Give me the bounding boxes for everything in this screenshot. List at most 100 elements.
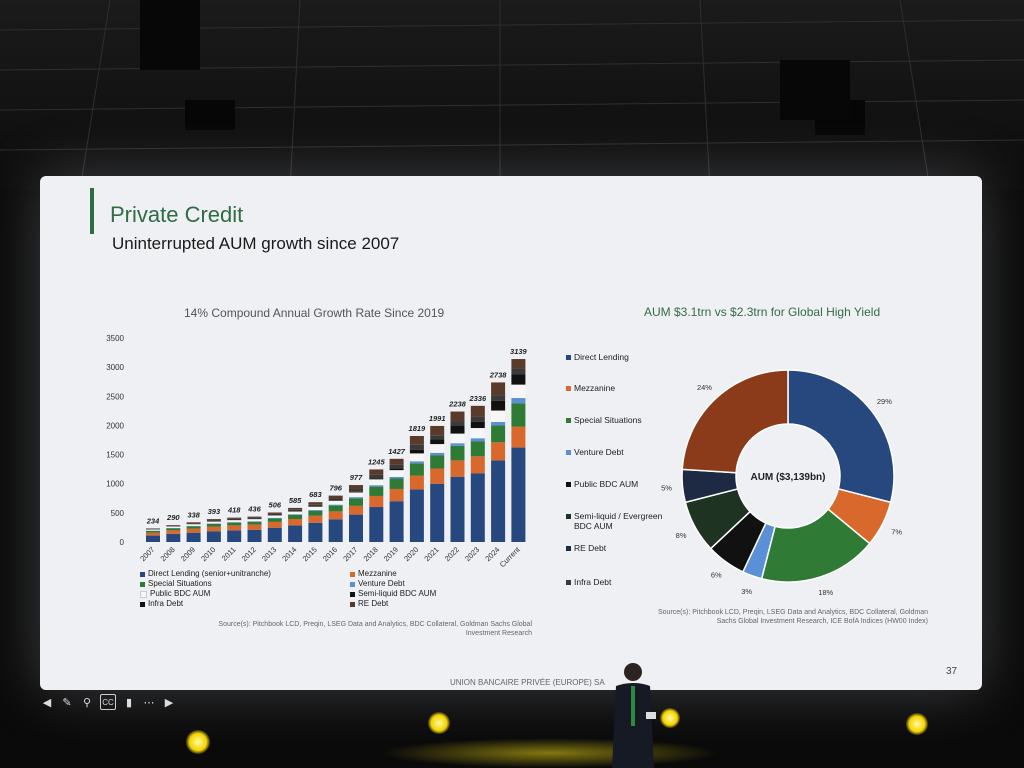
bar-segment	[328, 500, 343, 505]
bar-segment	[308, 515, 323, 523]
bar-segment	[470, 421, 485, 429]
y-tick-label: 2500	[106, 392, 124, 401]
bar-segment	[470, 405, 485, 417]
bar-segment	[227, 525, 242, 531]
bar-segment	[470, 441, 485, 457]
bar-segment	[349, 498, 363, 506]
bar-segment	[288, 514, 303, 519]
bar-segment	[186, 524, 201, 526]
bar-segment	[491, 382, 506, 396]
bar-chart-legend: Direct Lending (senior+unitranche) Mezza…	[140, 569, 560, 609]
bar-segment	[470, 428, 485, 439]
bar-segment	[430, 468, 445, 484]
bar-segment	[450, 421, 465, 427]
total-data-label: 1245	[368, 457, 386, 466]
slice-percent-label: 7%	[891, 527, 902, 536]
bar-segment	[389, 458, 404, 465]
total-data-label: 585	[289, 496, 302, 505]
bar-segment	[450, 443, 465, 446]
bar-segment	[389, 464, 404, 469]
bar-segment	[166, 533, 181, 542]
x-tick-label: 2013	[260, 545, 278, 563]
bar-segment	[409, 435, 424, 445]
donut-slice	[787, 369, 895, 504]
bar-segment	[511, 359, 526, 369]
stage-light	[906, 713, 928, 735]
bar-segment	[430, 435, 445, 440]
x-tick-label: 2023	[463, 545, 481, 563]
back-icon[interactable]: ◀	[42, 696, 52, 709]
x-tick-label: 2022	[443, 545, 461, 563]
bar-segment	[369, 479, 384, 486]
bar-segment	[430, 455, 445, 469]
bar-segment	[166, 530, 181, 534]
bar-segment	[450, 445, 465, 461]
bar-segment	[491, 400, 506, 411]
bar-segment	[409, 461, 424, 464]
slice-percent-label: 8%	[676, 531, 687, 540]
bar-segment	[369, 478, 384, 480]
slice-percent-label: 3%	[741, 587, 752, 596]
x-tick-label: 2012	[240, 545, 258, 563]
bar-segment	[328, 519, 343, 542]
bar-segment	[227, 517, 242, 519]
pen-icon[interactable]: ✎	[62, 696, 72, 709]
bar-segment	[288, 507, 303, 510]
bar-segment	[166, 525, 181, 527]
bar-segment	[389, 470, 404, 477]
forward-icon[interactable]: ▶	[164, 696, 174, 709]
donut-slice	[681, 369, 789, 474]
bar-segment	[511, 403, 526, 427]
total-data-label: 2238	[448, 400, 467, 409]
bar-segment	[491, 410, 506, 422]
y-tick-label: 2000	[106, 421, 124, 430]
donut-legend-infra-debt: Infra Debt	[566, 577, 676, 587]
zoom-icon[interactable]: ⚲	[82, 696, 92, 709]
total-data-label: 418	[227, 506, 241, 515]
bar-segment	[450, 411, 465, 422]
bar-segment	[206, 521, 221, 524]
bar-segment	[349, 497, 363, 499]
total-data-label: 3139	[510, 347, 528, 356]
bar-segment	[430, 425, 445, 436]
bar-segment	[409, 444, 424, 450]
total-data-label: 234	[146, 516, 160, 525]
bar-segment	[409, 449, 424, 454]
x-tick-label: 2007	[138, 545, 156, 563]
legend-item-direct-lending: Direct Lending (senior+unitranche)	[140, 569, 350, 579]
bar-segment	[308, 510, 323, 516]
bar-segment	[389, 501, 404, 542]
bar-segment	[166, 526, 181, 528]
bar-segment	[349, 514, 363, 542]
slice-percent-label: 29%	[877, 397, 892, 406]
presenter-toolbar: ◀ ✎ ⚲ CC ▮ ⋯ ▶	[40, 694, 176, 710]
captions-icon[interactable]: CC	[100, 694, 116, 710]
legend-item-semi-liquid-bdc: Semi-liquid BDC AUM	[350, 589, 560, 599]
x-tick-label: 2021	[422, 545, 440, 563]
bar-segment	[186, 523, 201, 525]
bar-segment	[491, 442, 506, 461]
bar-segment	[430, 444, 445, 453]
bar-segment	[349, 491, 363, 493]
camera-icon[interactable]: ▮	[125, 696, 133, 709]
more-icon[interactable]: ⋯	[143, 696, 155, 709]
bar-segment	[491, 460, 506, 542]
bar-segment	[328, 505, 343, 512]
bar-segment	[450, 426, 465, 434]
bar-segment	[328, 511, 343, 520]
bar-segment	[308, 506, 323, 511]
donut-legend-semi-liquid: Semi-liquid / Evergreen BDC AUM	[566, 511, 676, 531]
bar-chart-title: 14% Compound Annual Growth Rate Since 20…	[184, 306, 445, 320]
bar-segment	[247, 516, 262, 518]
y-tick-label: 1500	[106, 451, 124, 460]
total-data-label: 796	[329, 484, 342, 493]
total-data-label: 1991	[429, 414, 446, 423]
bar-segment	[349, 492, 363, 498]
y-tick-label: 1000	[106, 480, 124, 489]
bar-segment	[349, 488, 363, 492]
bar-segment	[349, 505, 363, 515]
stage-light	[428, 712, 450, 734]
bar-segment	[247, 521, 262, 525]
bar-segment	[369, 474, 384, 479]
bar-segment	[389, 468, 404, 471]
